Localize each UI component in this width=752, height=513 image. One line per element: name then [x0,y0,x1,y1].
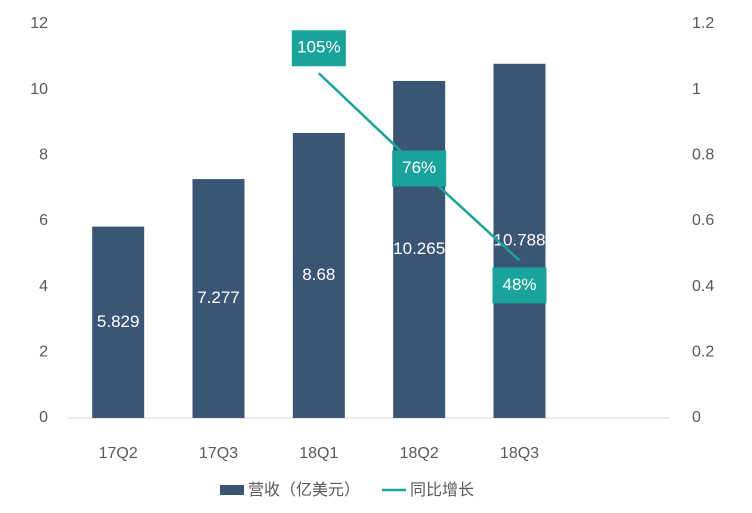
y-tick-label: 0 [39,409,48,426]
y-tick-label: 6 [39,212,48,229]
bar [92,226,145,418]
x-tick-label: 18Q3 [500,445,539,462]
bar-label: 10.265 [393,239,445,258]
bar-label: 8.68 [302,265,335,284]
x-tick-label: 18Q2 [400,445,439,462]
bar [493,63,546,418]
x-tick-label: 17Q2 [99,445,138,462]
bar-label: 5.829 [97,312,140,331]
bar [393,80,446,419]
bar [192,179,245,418]
y-tick-label: 12 [30,15,48,32]
y-tick-label: 2 [39,344,48,361]
value-label: 76% [402,158,436,177]
y2-tick-label: 0.2 [692,344,714,361]
y-tick-label: 4 [39,278,48,295]
value-label-box [492,267,547,304]
bar-label: 10.788 [494,230,546,249]
y2-tick-label: 0 [692,409,701,426]
value-label-box [291,30,346,67]
bar [292,133,345,419]
y2-tick-label: 1 [692,81,701,98]
y-tick-label: 10 [30,81,48,98]
legend-label: 同比增长 [410,481,474,499]
value-label: 105% [297,38,340,57]
y2-tick-label: 0.6 [692,212,714,229]
y-tick-label: 8 [39,147,48,164]
x-tick-label: 18Q1 [299,445,338,462]
bar-label: 7.277 [197,288,240,307]
x-tick-label: 17Q3 [199,445,238,462]
y2-tick-label: 0.4 [692,278,714,295]
legend-swatch [220,485,244,495]
value-label: 48% [502,275,536,294]
legend-label: 营收（亿美元） [248,481,360,499]
y2-tick-label: 1.2 [692,15,714,32]
value-label-box [392,150,447,187]
y2-tick-label: 0.8 [692,147,714,164]
